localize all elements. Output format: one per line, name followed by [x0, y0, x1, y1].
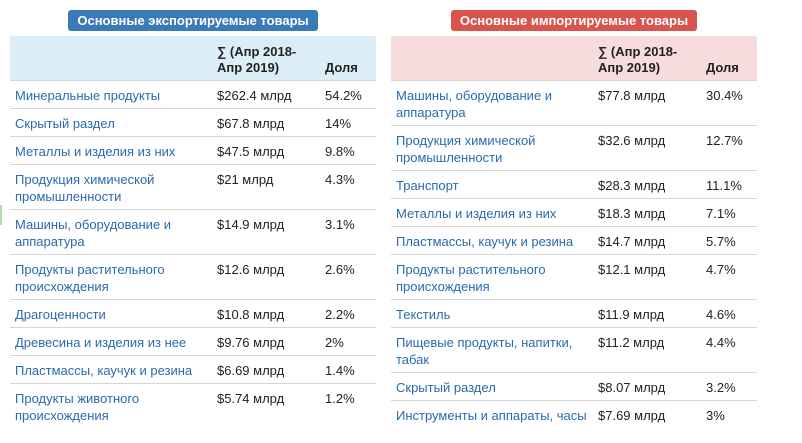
commodity-share: 4.3% — [320, 165, 376, 210]
commodity-value: $67.8 млрд — [212, 109, 320, 137]
table-row: Пластмассы, каучук и резина $6.69 млрд 1… — [10, 356, 376, 384]
commodity-share: 7.1% — [701, 199, 757, 227]
table-row: Древесина и изделия из нее $9.76 млрд 2% — [10, 328, 376, 356]
commodity-link[interactable]: Минеральные продукты — [10, 81, 212, 109]
commodity-value: $14.9 млрд — [212, 210, 320, 255]
commodity-share: 54.2% — [320, 81, 376, 109]
commodity-link[interactable]: Продукция химической промышленности — [391, 126, 593, 171]
commodity-link[interactable]: Металлы и изделия из них — [391, 199, 593, 227]
commodity-link[interactable]: Продукция химической промышленности — [10, 165, 212, 210]
commodity-share: 1.2% — [320, 384, 376, 429]
commodity-value: $11.2 млрд — [593, 328, 701, 373]
table-row: Продукция химической промышленности $32.… — [391, 126, 757, 171]
commodity-share: 14% — [320, 109, 376, 137]
table-row: Продукты растительного происхождения $12… — [10, 255, 376, 300]
commodity-share: 2.2% — [320, 300, 376, 328]
commodity-share: 12.7% — [701, 126, 757, 171]
commodity-value: $77.8 млрд — [593, 81, 701, 126]
commodity-link[interactable]: Скрытый раздел — [391, 373, 593, 401]
commodity-link[interactable]: Транспорт — [391, 171, 593, 199]
imports-table: ∑ (Апр 2018-Апр 2019) Доля Машины, обору… — [391, 36, 757, 443]
commodity-link[interactable]: Машины, оборудование и аппаратура — [391, 81, 593, 126]
commodity-share: 9.8% — [320, 137, 376, 165]
commodity-share: 3.1% — [320, 210, 376, 255]
commodity-value: $6.69 млрд — [212, 356, 320, 384]
commodity-value: $14.7 млрд — [593, 227, 701, 255]
commodity-share: 11.1% — [701, 171, 757, 199]
imports-title-wrap: Основные импортируемые товары — [391, 0, 757, 36]
table-row: Скрытый раздел $67.8 млрд 14% — [10, 109, 376, 137]
table-row: Металлы и изделия из них $47.5 млрд 9.8% — [10, 137, 376, 165]
commodity-value: $10.8 млрд — [212, 300, 320, 328]
exports-header-row: ∑ (Апр 2018-Апр 2019) Доля — [10, 36, 376, 81]
commodity-share: 30.4% — [701, 81, 757, 126]
commodity-link[interactable]: Драгоценности — [10, 300, 212, 328]
commodity-value: $12.6 млрд — [212, 255, 320, 300]
table-row: Машины, оборудование и аппаратура $14.9 … — [10, 210, 376, 255]
commodity-value: $262.4 млрд — [212, 81, 320, 109]
commodity-value: $28.3 млрд — [593, 171, 701, 199]
commodity-link[interactable]: Пластмассы, каучук и резина — [10, 356, 212, 384]
table-row: Инструменты и аппараты, часы $7.69 млрд … — [391, 401, 757, 443]
commodity-share: 1.4% — [320, 356, 376, 384]
commodity-value: $18.3 млрд — [593, 199, 701, 227]
left-edge-marker — [0, 205, 2, 225]
table-row: Продукты растительного происхождения $12… — [391, 255, 757, 300]
commodity-share: 3% — [701, 401, 757, 443]
commodity-value: $5.74 млрд — [212, 384, 320, 429]
commodity-value: $8.07 млрд — [593, 373, 701, 401]
commodity-link[interactable]: Пищевые продукты, напитки, табак — [391, 328, 593, 373]
imports-header-row: ∑ (Апр 2018-Апр 2019) Доля — [391, 36, 757, 81]
commodity-value: $47.5 млрд — [212, 137, 320, 165]
commodity-link[interactable]: Машины, оборудование и аппаратура — [10, 210, 212, 255]
table-row: Металлы и изделия из них $18.3 млрд 7.1% — [391, 199, 757, 227]
commodity-link[interactable]: Пластмассы, каучук и резина — [391, 227, 593, 255]
imports-header-share[interactable]: Доля — [701, 36, 757, 81]
commodity-share: 4.6% — [701, 300, 757, 328]
table-row: Пластмассы, каучук и резина $14.7 млрд 5… — [391, 227, 757, 255]
table-row: Транспорт $28.3 млрд 11.1% — [391, 171, 757, 199]
exports-panel: Основные экспортируемые товары ∑ (Апр 20… — [10, 0, 376, 428]
exports-title: Основные экспортируемые товары — [68, 10, 317, 31]
table-row: Скрытый раздел $8.07 млрд 3.2% — [391, 373, 757, 401]
table-row: Продукты животного происхождения $5.74 м… — [10, 384, 376, 429]
table-row: Пищевые продукты, напитки, табак $11.2 м… — [391, 328, 757, 373]
table-row: Драгоценности $10.8 млрд 2.2% — [10, 300, 376, 328]
commodity-share: 3.2% — [701, 373, 757, 401]
commodity-value: $12.1 млрд — [593, 255, 701, 300]
commodity-value: $9.76 млрд — [212, 328, 320, 356]
table-row: Продукция химической промышленности $21 … — [10, 165, 376, 210]
imports-title: Основные импортируемые товары — [451, 10, 697, 31]
commodity-value: $11.9 млрд — [593, 300, 701, 328]
exports-header-share[interactable]: Доля — [320, 36, 376, 81]
table-row: Минеральные продукты $262.4 млрд 54.2% — [10, 81, 376, 109]
commodity-share: 2.6% — [320, 255, 376, 300]
commodity-share: 4.7% — [701, 255, 757, 300]
commodity-link[interactable]: Продукты растительного происхождения — [10, 255, 212, 300]
commodity-link[interactable]: Текстиль — [391, 300, 593, 328]
commodity-value: $32.6 млрд — [593, 126, 701, 171]
exports-table: ∑ (Апр 2018-Апр 2019) Доля Минеральные п… — [10, 36, 376, 428]
commodity-link[interactable]: Инструменты и аппараты, часы — [391, 401, 593, 443]
imports-panel: Основные импортируемые товары ∑ (Апр 201… — [391, 0, 757, 443]
exports-header-sum[interactable]: ∑ (Апр 2018-Апр 2019) — [212, 36, 320, 81]
commodity-value: $7.69 млрд — [593, 401, 701, 443]
imports-header-name — [391, 36, 593, 81]
table-row: Текстиль $11.9 млрд 4.6% — [391, 300, 757, 328]
exports-title-wrap: Основные экспортируемые товары — [10, 0, 376, 36]
commodity-value: $21 млрд — [212, 165, 320, 210]
imports-header-sum[interactable]: ∑ (Апр 2018-Апр 2019) — [593, 36, 701, 81]
commodity-share: 4.4% — [701, 328, 757, 373]
commodity-share: 2% — [320, 328, 376, 356]
commodity-link[interactable]: Металлы и изделия из них — [10, 137, 212, 165]
commodity-link[interactable]: Скрытый раздел — [10, 109, 212, 137]
table-row: Машины, оборудование и аппаратура $77.8 … — [391, 81, 757, 126]
commodity-link[interactable]: Продукты животного происхождения — [10, 384, 212, 429]
commodity-link[interactable]: Продукты растительного происхождения — [391, 255, 593, 300]
commodity-share: 5.7% — [701, 227, 757, 255]
commodity-link[interactable]: Древесина и изделия из нее — [10, 328, 212, 356]
exports-header-name — [10, 36, 212, 81]
